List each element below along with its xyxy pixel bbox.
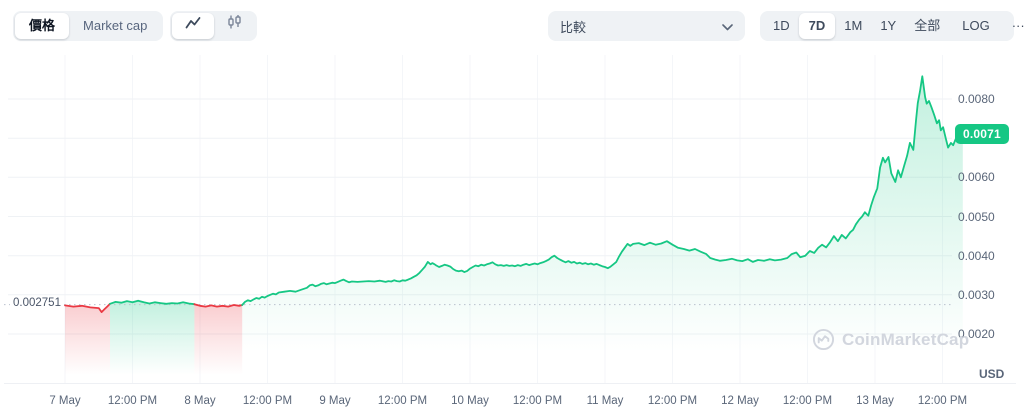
- candlestick-chart-type-button[interactable]: [214, 13, 255, 39]
- marketcap-tab[interactable]: Market cap: [69, 13, 161, 39]
- range-button-LOG[interactable]: LOG: [953, 13, 998, 39]
- compare-dropdown-label: 比較: [560, 19, 587, 35]
- price-marketcap-toggle: 價格 Market cap: [13, 11, 164, 41]
- chevron-down-icon: [722, 19, 733, 34]
- chart-type-toggle: [170, 11, 257, 41]
- candlestick-icon: [227, 13, 242, 39]
- range-button-[interactable]: 全部: [905, 13, 949, 39]
- price-line: [64, 75, 964, 313]
- range-button-1D[interactable]: 1D: [764, 13, 799, 39]
- time-range-selector: 1D 7D 1M 1Y 全部 LOG ···: [760, 11, 1024, 41]
- line-chart-type-button[interactable]: [172, 13, 214, 39]
- price-tab[interactable]: 價格: [15, 13, 70, 39]
- range-button-1M[interactable]: 1M: [835, 13, 871, 39]
- area-fills: [65, 76, 963, 384]
- line-chart-icon: [185, 13, 201, 39]
- range-button-1Y[interactable]: 1Y: [871, 13, 905, 39]
- more-options-button[interactable]: ···: [1003, 13, 1024, 39]
- compare-dropdown[interactable]: 比較: [548, 11, 745, 41]
- range-button-7D[interactable]: 7D: [798, 13, 836, 39]
- price-chart-area: 0.0080 0.0060 0.0050 0.0040 0.0030 0.0020 7 M…: [0, 48, 1024, 420]
